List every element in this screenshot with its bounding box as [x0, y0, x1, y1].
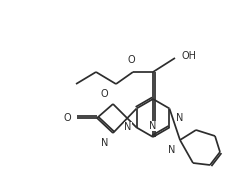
- Text: O: O: [100, 89, 108, 99]
- Text: N: N: [176, 113, 184, 123]
- Text: O: O: [127, 55, 135, 65]
- Text: O: O: [63, 113, 71, 123]
- Text: OH: OH: [182, 51, 197, 61]
- Text: N: N: [149, 121, 157, 131]
- Text: N: N: [168, 145, 175, 155]
- Text: N: N: [101, 138, 108, 148]
- Text: N: N: [124, 122, 132, 132]
